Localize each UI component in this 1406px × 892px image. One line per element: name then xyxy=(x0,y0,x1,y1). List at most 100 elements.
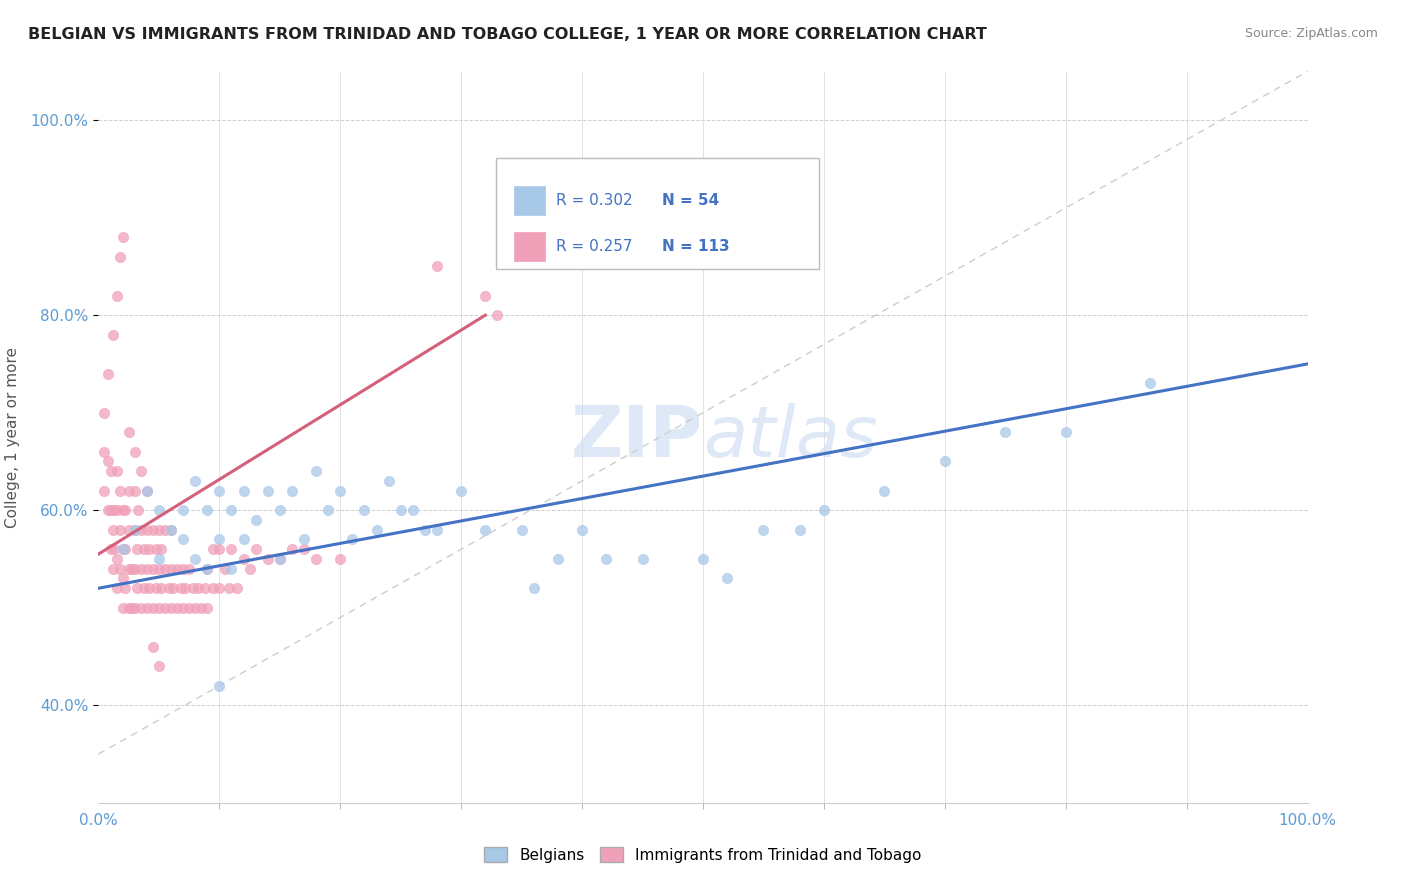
Point xyxy=(118,562,141,576)
Point xyxy=(157,581,180,595)
Point xyxy=(595,552,617,566)
Point xyxy=(127,581,149,595)
Point xyxy=(118,425,141,440)
Point xyxy=(281,542,304,557)
Text: ZIP: ZIP xyxy=(571,402,703,472)
Point xyxy=(129,464,152,478)
Point xyxy=(245,542,267,557)
Point xyxy=(426,523,449,537)
Point xyxy=(93,483,115,498)
Point xyxy=(316,503,339,517)
Point xyxy=(181,581,204,595)
Point xyxy=(135,600,157,615)
Point xyxy=(101,562,124,576)
Point xyxy=(114,581,136,595)
Point xyxy=(232,533,254,547)
Point xyxy=(184,552,207,566)
Point xyxy=(202,581,225,595)
Point xyxy=(150,581,173,595)
Point xyxy=(195,600,218,615)
Point xyxy=(202,542,225,557)
Point xyxy=(1054,425,1077,440)
Point xyxy=(138,581,160,595)
Point xyxy=(172,562,194,576)
Point xyxy=(114,542,136,557)
Point xyxy=(166,600,188,615)
Point xyxy=(214,562,236,576)
Point xyxy=(752,523,775,537)
Point xyxy=(1139,376,1161,391)
Point xyxy=(218,581,240,595)
Point xyxy=(145,542,167,557)
Point xyxy=(134,542,156,557)
Point xyxy=(342,533,364,547)
Point xyxy=(269,552,291,566)
Point xyxy=(208,581,231,595)
Point xyxy=(129,562,152,576)
Point xyxy=(101,327,124,342)
Point xyxy=(121,600,143,615)
Point xyxy=(873,483,896,498)
Point xyxy=(142,562,165,576)
Point xyxy=(195,503,218,517)
Point xyxy=(111,542,134,557)
Point xyxy=(101,523,124,537)
Point xyxy=(245,513,267,527)
Point xyxy=(135,562,157,576)
Point xyxy=(97,454,120,468)
Point xyxy=(142,640,165,654)
Point xyxy=(124,600,146,615)
Point xyxy=(148,659,170,673)
Point xyxy=(111,572,134,586)
Point xyxy=(195,562,218,576)
Point xyxy=(93,406,115,420)
Point xyxy=(281,483,304,498)
Point xyxy=(184,600,207,615)
Point xyxy=(486,308,509,322)
Point xyxy=(111,542,134,557)
Point xyxy=(124,523,146,537)
Point xyxy=(160,600,183,615)
Point xyxy=(510,523,533,537)
Point xyxy=(179,562,201,576)
Point xyxy=(150,542,173,557)
Point xyxy=(100,503,122,517)
Point xyxy=(121,562,143,576)
Point xyxy=(124,444,146,458)
Point xyxy=(305,552,328,566)
Point xyxy=(148,562,170,576)
Point xyxy=(232,483,254,498)
Text: BELGIAN VS IMMIGRANTS FROM TRINIDAD AND TOBAGO COLLEGE, 1 YEAR OR MORE CORRELATI: BELGIAN VS IMMIGRANTS FROM TRINIDAD AND … xyxy=(28,27,987,42)
Point xyxy=(145,581,167,595)
Point xyxy=(402,503,425,517)
Point xyxy=(789,523,811,537)
Point xyxy=(226,581,249,595)
Text: R = 0.257: R = 0.257 xyxy=(557,239,633,254)
Point xyxy=(142,523,165,537)
Text: atlas: atlas xyxy=(703,402,877,472)
Point xyxy=(111,230,134,244)
Point xyxy=(111,503,134,517)
Point xyxy=(239,562,262,576)
Point xyxy=(124,483,146,498)
Point xyxy=(153,523,176,537)
Point xyxy=(221,562,243,576)
Point xyxy=(124,562,146,576)
Point xyxy=(172,600,194,615)
Point xyxy=(377,474,399,488)
Point xyxy=(118,523,141,537)
Text: N = 54: N = 54 xyxy=(662,193,718,208)
Point xyxy=(134,581,156,595)
Point xyxy=(153,600,176,615)
Point xyxy=(105,464,128,478)
Point xyxy=(160,523,183,537)
Point xyxy=(813,503,835,517)
Point xyxy=(138,542,160,557)
Text: R = 0.302: R = 0.302 xyxy=(557,193,633,208)
Point xyxy=(208,533,231,547)
Point xyxy=(389,503,412,517)
Point xyxy=(103,503,125,517)
Point xyxy=(716,572,738,586)
Point xyxy=(179,600,201,615)
Point xyxy=(103,542,125,557)
